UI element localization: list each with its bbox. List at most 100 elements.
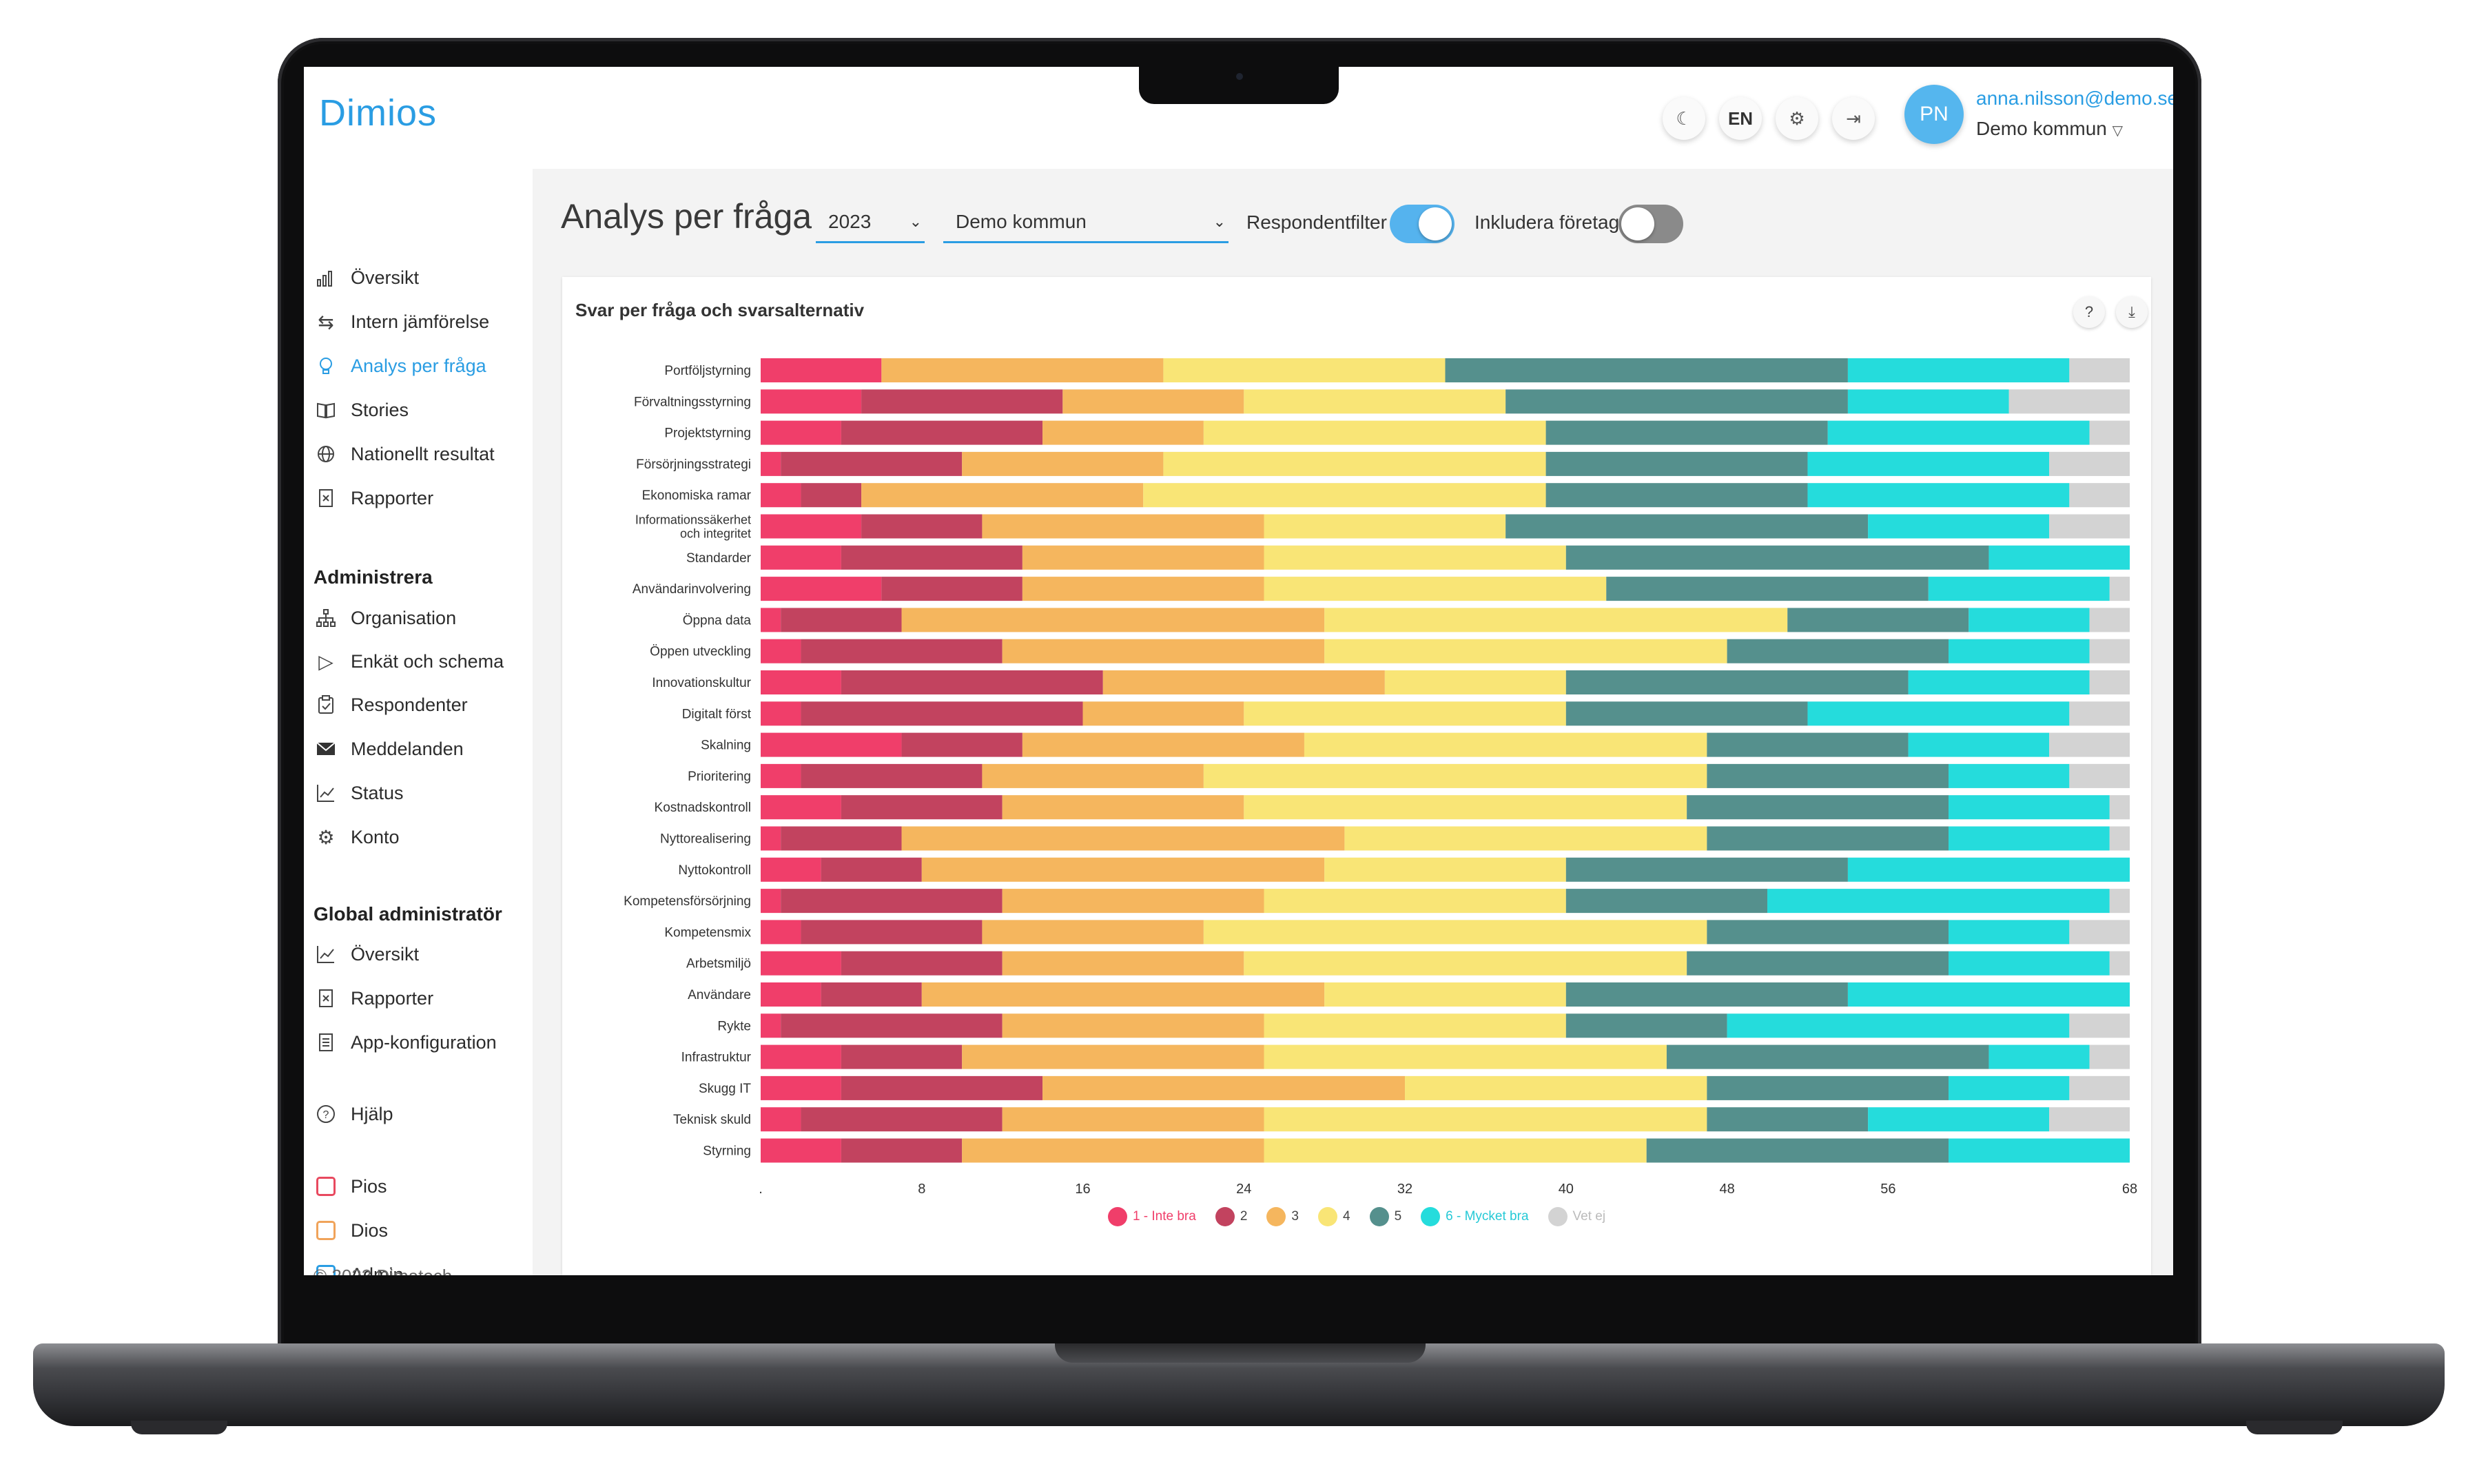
bar-segment[interactable]: [1565, 545, 1989, 570]
bar-segment[interactable]: [2109, 951, 2130, 976]
app-link-dios[interactable]: Dios: [314, 1218, 388, 1243]
app-link-pios[interactable]: Pios: [314, 1174, 387, 1199]
bar-segment[interactable]: [1687, 951, 1949, 976]
bar-segment[interactable]: [1082, 701, 1244, 726]
sidebar-item-analys-per-fraga[interactable]: Analys per fråga: [314, 353, 486, 378]
bar-segment[interactable]: [1727, 1013, 2070, 1038]
include-companies-toggle[interactable]: [1618, 205, 1683, 243]
bar-segment[interactable]: [1988, 545, 2130, 570]
bar-segment[interactable]: [2089, 639, 2130, 663]
bar-segment[interactable]: [1143, 483, 1546, 508]
bar-segment[interactable]: [1244, 795, 1687, 820]
logout-icon[interactable]: ⇥: [1832, 97, 1875, 140]
bar-segment[interactable]: [861, 389, 1063, 414]
bar-segment[interactable]: [1324, 639, 1727, 663]
bar-segment[interactable]: [761, 420, 841, 445]
bar-segment[interactable]: [2089, 420, 2130, 445]
bar-segment[interactable]: [761, 514, 862, 539]
bar-segment[interactable]: [1707, 732, 1909, 757]
bar-segment[interactable]: [761, 670, 841, 694]
bar-segment[interactable]: [821, 982, 922, 1007]
bar-segment[interactable]: [1022, 732, 1304, 757]
download-icon[interactable]: ⤓: [2116, 296, 2148, 328]
bar-segment[interactable]: [921, 982, 1325, 1007]
bar-segment[interactable]: [1324, 608, 1788, 632]
bar-segment[interactable]: [1928, 577, 2110, 601]
sidebar-item-status[interactable]: Status: [314, 781, 404, 805]
bar-segment[interactable]: [1002, 951, 1244, 976]
bar-segment[interactable]: [1042, 1075, 1406, 1100]
bar-segment[interactable]: [1707, 1107, 1869, 1132]
bar-segment[interactable]: [2069, 1075, 2130, 1100]
bar-segment[interactable]: [1767, 889, 2110, 914]
sidebar-item-hjalp[interactable]: ? Hjälp: [314, 1102, 393, 1126]
bar-segment[interactable]: [761, 483, 801, 508]
bar-segment[interactable]: [761, 826, 781, 851]
help-icon[interactable]: ?: [2073, 296, 2105, 328]
bar-segment[interactable]: [1949, 951, 2110, 976]
bar-segment[interactable]: [1002, 795, 1244, 820]
bar-segment[interactable]: [781, 826, 902, 851]
bar-segment[interactable]: [1565, 889, 1768, 914]
org-select[interactable]: Demo kommun ⌄: [943, 202, 1229, 243]
bar-segment[interactable]: [1949, 1138, 2130, 1163]
app-link-admin[interactable]: Admin: [314, 1262, 404, 1275]
bar-segment[interactable]: [1102, 670, 1385, 694]
bar-segment[interactable]: [2109, 889, 2130, 914]
bar-segment[interactable]: [1022, 577, 1264, 601]
bar-segment[interactable]: [761, 982, 821, 1007]
bar-segment[interactable]: [841, 951, 1003, 976]
sidebar-item-stories[interactable]: Stories: [314, 398, 409, 422]
user-avatar[interactable]: PN: [1904, 85, 1964, 144]
bar-segment[interactable]: [2049, 1107, 2130, 1132]
bar-segment[interactable]: [2049, 451, 2130, 476]
bar-segment[interactable]: [2109, 795, 2130, 820]
bar-segment[interactable]: [1545, 451, 1808, 476]
bar-segment[interactable]: [2089, 670, 2130, 694]
bar-segment[interactable]: [761, 889, 781, 914]
legend-item[interactable]: 1 - Inte bra: [1107, 1207, 1196, 1226]
bar-segment[interactable]: [1324, 857, 1566, 882]
bar-segment[interactable]: [761, 795, 841, 820]
bar-segment[interactable]: [881, 577, 1022, 601]
respondent-filter-toggle[interactable]: [1390, 205, 1455, 243]
bar-segment[interactable]: [761, 389, 862, 414]
bar-segment[interactable]: [1445, 358, 1848, 382]
bar-segment[interactable]: [982, 920, 1204, 945]
bar-segment[interactable]: [1908, 732, 2050, 757]
bar-segment[interactable]: [761, 545, 841, 570]
bar-segment[interactable]: [841, 545, 1022, 570]
bar-segment[interactable]: [1264, 577, 1607, 601]
bar-segment[interactable]: [962, 451, 1164, 476]
bar-segment[interactable]: [1949, 795, 2110, 820]
bar-segment[interactable]: [2089, 1044, 2130, 1069]
sidebar-item-meddelanden[interactable]: Meddelanden: [314, 736, 464, 761]
bar-segment[interactable]: [1868, 514, 2050, 539]
bar-segment[interactable]: [962, 1044, 1264, 1069]
bar-segment[interactable]: [781, 889, 1003, 914]
bar-segment[interactable]: [1203, 763, 1707, 788]
bar-segment[interactable]: [841, 1075, 1043, 1100]
bar-segment[interactable]: [801, 701, 1083, 726]
bar-segment[interactable]: [861, 514, 983, 539]
bar-segment[interactable]: [761, 1107, 801, 1132]
bar-segment[interactable]: [1949, 1075, 2070, 1100]
bar-segment[interactable]: [841, 670, 1103, 694]
bar-segment[interactable]: [1022, 545, 1264, 570]
bar-segment[interactable]: [901, 608, 1325, 632]
bar-segment[interactable]: [841, 420, 1043, 445]
sidebar-item-konto[interactable]: ⚙ Konto: [314, 825, 399, 849]
bar-segment[interactable]: [1847, 857, 2130, 882]
bar-segment[interactable]: [2069, 1013, 2130, 1038]
bar-segment[interactable]: [2109, 577, 2130, 601]
bar-segment[interactable]: [1244, 389, 1506, 414]
sidebar-item-rapporter[interactable]: Rapporter: [314, 486, 433, 511]
bar-segment[interactable]: [1344, 826, 1707, 851]
bar-segment[interactable]: [761, 920, 801, 945]
bar-segment[interactable]: [761, 1075, 841, 1100]
bar-segment[interactable]: [801, 1107, 1003, 1132]
legend-item[interactable]: 2: [1215, 1207, 1247, 1226]
bar-segment[interactable]: [841, 1138, 963, 1163]
bar-segment[interactable]: [1203, 920, 1707, 945]
bar-segment[interactable]: [1405, 1075, 1707, 1100]
